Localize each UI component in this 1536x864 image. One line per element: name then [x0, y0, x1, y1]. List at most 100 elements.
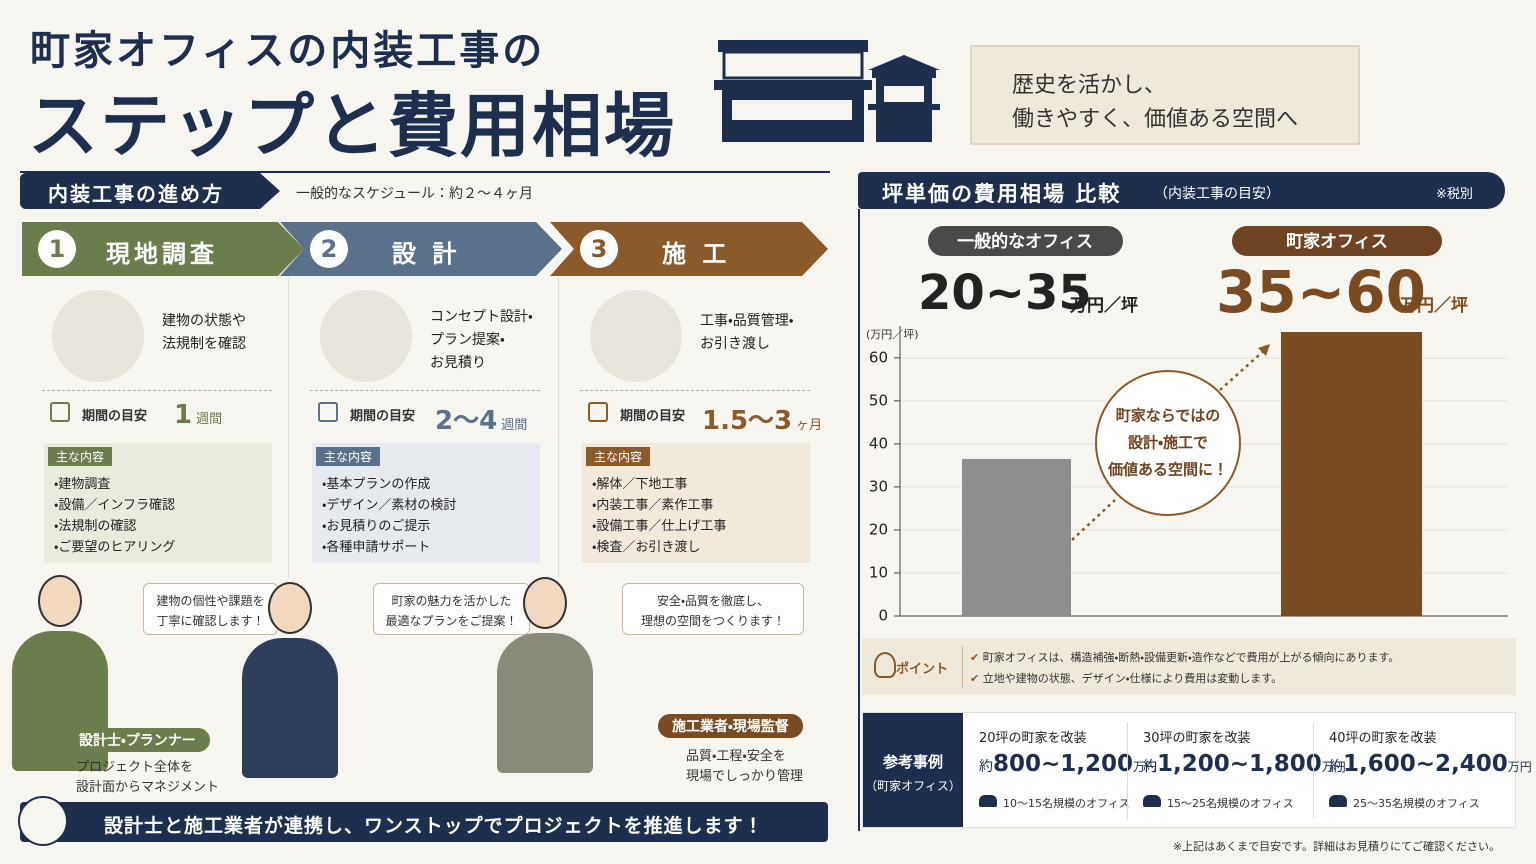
speech-bubble: 建物の個性や課題を 丁寧に確認します！ [143, 583, 278, 635]
column-divider [558, 278, 559, 578]
period-label: 期間の目安 [82, 409, 148, 424]
arrow-head [1258, 344, 1270, 356]
section-heading-bg: 内装工事の進め方 [20, 173, 280, 209]
point-box: ポイント ✔ 町家オフィスは、構造補強・断熱・設備更新・造作などで費用が上がる傾… [862, 638, 1516, 695]
cost-heading-note: （内装工事の目安） [1154, 186, 1280, 202]
contents-box: 主な内容 ・建物調査 ・設備／インフラ確認 ・法規制の確認 ・ご要望のヒアリング [44, 443, 272, 563]
title-line1: 町家オフィスの内装工事の [30, 27, 546, 74]
case-prefix: 約 [1329, 759, 1343, 775]
schedule: 一般的なスケジュール：約２〜４ヶ月 [296, 186, 534, 202]
speech-text: 町家の魅力を活かした [391, 594, 512, 608]
y-tick-label: 60 [869, 348, 888, 366]
annotation-circle [1095, 370, 1241, 516]
step-header: 3 施 工 [550, 222, 828, 276]
period-label: 期間の目安 [620, 409, 686, 424]
role-description: 現場でしっかり管理 [686, 769, 804, 784]
step-name: 設 計 [392, 240, 461, 268]
role-description: 品質・工程・安全を [686, 749, 786, 764]
period-value: 1.5～3 [702, 406, 793, 436]
calendar-icon [50, 402, 70, 422]
contents-box: 主な内容 ・基本プランの作成 ・デザイン／素材の検討 ・お見積りのご提示 ・各種申請サポ… [312, 443, 540, 563]
people-icon [1329, 795, 1347, 807]
contents-item: ・ご要望のヒアリング [54, 540, 176, 555]
range-label: 35~60 [1216, 258, 1426, 326]
annotation: 設計・施工で [1128, 434, 1208, 452]
section-heading: 内装工事の進め方 [48, 182, 224, 206]
case-amount: 1,200~1,800 [1157, 751, 1322, 777]
house-illustration [714, 40, 940, 142]
step-description: 工事・品質管理・ [700, 313, 794, 329]
step-description: 法規制を確認 [162, 336, 246, 352]
speech-text: 丁寧に確認します！ [156, 614, 265, 628]
step-description: お引き渡し [700, 336, 770, 352]
divider [20, 171, 830, 173]
tagline: 歴史を活かし、 [1012, 73, 1167, 98]
role-label: 設計士・プランナー [65, 728, 210, 752]
step-number: 3 [580, 230, 618, 268]
contents-item: ・設備工事／仕上げ工事 [592, 519, 727, 534]
contents-item: ・デザイン／素材の検討 [322, 498, 457, 513]
case-scale: 25～35名規模のオフィス [1353, 797, 1480, 810]
step-description: プラン提案・ [430, 332, 505, 348]
step-name: 現地調査 [106, 240, 218, 268]
case-divider [1127, 723, 1128, 819]
person-body [497, 633, 593, 773]
people-icon [1143, 795, 1161, 807]
step-number: 1 [38, 230, 76, 268]
calendar-icon [588, 402, 608, 422]
case-unit: 万円 [1133, 760, 1158, 774]
point: ✔ 立地や建物の状態、デザイン・仕様により費用は変動します。 [970, 672, 1283, 685]
tagline-box: 歴史を活かし、 働きやすく、価値ある空間へ [970, 45, 1360, 145]
dashed-line [42, 390, 272, 391]
case-amount-row: 約1,200~1,800万円 [1143, 751, 1346, 777]
category-label: 町家オフィス [1286, 231, 1388, 252]
case-unit: 万円 [1507, 760, 1532, 774]
step-description: 建物の状態や [162, 313, 246, 329]
cases-label: 参考事例 [882, 753, 943, 771]
step-description: コンセプト設計・ [430, 309, 533, 325]
contents-item: ・各種申請サポート [322, 540, 431, 555]
dashed-line [580, 390, 810, 391]
role-label: 施工業者・現場監督 [658, 714, 803, 738]
category-pill [1232, 226, 1442, 256]
y-tick-label: 50 [869, 391, 888, 409]
contents-item: ・検査／お引き渡し [592, 540, 701, 555]
banner-text: 設計士と施工業者が連携し、ワンストップでプロジェクトを推進します！ [104, 815, 764, 837]
tagline: 働きやすく、価値ある空間へ [1012, 107, 1299, 132]
case-title: 30坪の町家を改装 [1143, 731, 1251, 746]
column-divider [288, 278, 289, 578]
role-description: 設計面からマネジメント [76, 780, 220, 795]
contents-item: ・お見積りのご提示 [322, 519, 431, 534]
period-unit: 週間 [501, 418, 528, 433]
case-amount: 1,600~2,400 [1343, 751, 1508, 777]
period-unit: 週間 [196, 412, 223, 427]
step-icon [52, 290, 144, 382]
speech-text: 理想の空間をつくります！ [640, 614, 785, 628]
case-title: 20坪の町家を改装 [979, 731, 1087, 746]
calendar-icon [318, 402, 338, 422]
case-prefix: 約 [979, 759, 993, 775]
period: 1.5～3 ヶ月 [702, 400, 822, 437]
annotation: 価値ある空間に！ [1107, 461, 1228, 479]
y-tick-label: 0 [878, 607, 888, 625]
person-head [523, 577, 567, 629]
point: ✔ 町家オフィスは、構造補強・断熱・設備更新・造作などで費用が上がる傾向にありま… [970, 651, 1400, 664]
contents-item: ・解体／下地工事 [592, 477, 688, 492]
speech-bubble: 安全・品質を徹底し、 理想の空間をつくります！ [622, 583, 804, 635]
cases-label-bg: 参考事例 （町家オフィス） [863, 713, 963, 827]
period: 1 週間 [174, 400, 222, 430]
case-amount: 800~1,200 [993, 751, 1134, 777]
case-scale: 15～25名規模のオフィス [1167, 797, 1294, 810]
case-scale: 10～15名規模のオフィス [1003, 797, 1130, 810]
divider [858, 209, 860, 831]
speech-bubble: 町家の魅力を活かした 最適なプランをご提案！ [373, 583, 530, 635]
annotation: 町家ならではの [1116, 407, 1221, 425]
period-value: 2～4 [435, 406, 498, 436]
cases-label: （町家オフィス） [865, 779, 961, 793]
contents-item: ・法規制の確認 [54, 519, 137, 534]
y-tick-label: 10 [869, 563, 888, 581]
cases-box: 参考事例 （町家オフィス） 20坪の町家を改装 約800~1,200万円 10～15… [862, 712, 1532, 828]
range-label: 20~35 [918, 265, 1092, 321]
step-number: 2 [310, 230, 348, 268]
contents-label: 主な内容 [48, 447, 113, 466]
